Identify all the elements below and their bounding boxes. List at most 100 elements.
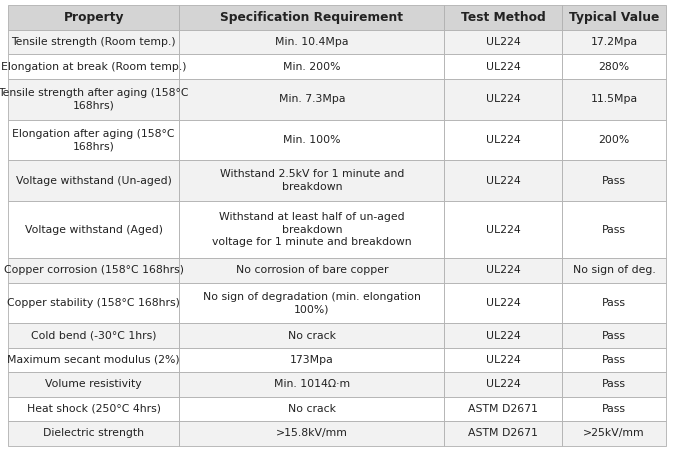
Bar (562, 5, 666, 30)
Text: Voltage withstand (Un-aged): Voltage withstand (Un-aged) (16, 176, 172, 186)
Bar (562, 348, 666, 372)
Text: Maximum secant modulus (2%): Maximum secant modulus (2%) (7, 355, 180, 365)
Text: 17.2Mpa: 17.2Mpa (590, 37, 638, 47)
Bar (8, 120, 179, 160)
Bar (8, 30, 179, 54)
Text: Volume resistivity: Volume resistivity (45, 379, 142, 390)
Bar (8, 372, 179, 397)
Bar (444, 421, 562, 446)
Bar (562, 79, 666, 120)
Bar (8, 397, 179, 421)
Text: UL224: UL224 (486, 37, 520, 47)
Bar (179, 79, 444, 120)
Text: Cold bend (-30°C 1hrs): Cold bend (-30°C 1hrs) (31, 331, 156, 341)
Text: Dielectric strength: Dielectric strength (43, 428, 144, 438)
Bar (562, 283, 666, 323)
Bar (562, 160, 666, 201)
Text: Min. 200%: Min. 200% (283, 61, 340, 72)
Bar (8, 79, 179, 120)
Text: Tensile strength after aging (158°C
168hrs): Tensile strength after aging (158°C 168h… (0, 88, 189, 110)
Bar (179, 120, 444, 160)
Bar (8, 348, 179, 372)
Bar (8, 160, 179, 201)
Text: UL224: UL224 (486, 265, 520, 275)
Bar (8, 258, 179, 283)
Bar (179, 258, 444, 283)
Text: Pass: Pass (602, 355, 626, 365)
Bar (444, 348, 562, 372)
Bar (179, 283, 444, 323)
Text: Test Method: Test Method (461, 11, 545, 24)
Bar (179, 5, 444, 30)
Bar (179, 323, 444, 348)
Bar (562, 323, 666, 348)
Bar (8, 283, 179, 323)
Bar (179, 54, 444, 79)
Bar (444, 120, 562, 160)
Text: Tensile strength (Room temp.): Tensile strength (Room temp.) (11, 37, 176, 47)
Bar (8, 201, 179, 258)
Text: 173Mpa: 173Mpa (290, 355, 334, 365)
Text: UL224: UL224 (486, 61, 520, 72)
Text: UL224: UL224 (486, 135, 520, 145)
Bar (179, 421, 444, 446)
Text: >25kV/mm: >25kV/mm (583, 428, 645, 438)
Text: UL224: UL224 (486, 298, 520, 308)
Text: No crack: No crack (288, 404, 336, 414)
Text: Pass: Pass (602, 176, 626, 186)
Text: UL224: UL224 (486, 94, 520, 104)
Text: Typical Value: Typical Value (569, 11, 659, 24)
Text: No crack: No crack (288, 331, 336, 341)
Text: Withstand at least half of un-aged
breakdown
voltage for 1 minute and breakdown: Withstand at least half of un-aged break… (212, 212, 412, 248)
Text: Min. 10.4Mpa: Min. 10.4Mpa (275, 37, 348, 47)
Bar (562, 54, 666, 79)
Bar (444, 372, 562, 397)
Text: 200%: 200% (599, 135, 630, 145)
Bar (444, 397, 562, 421)
Bar (562, 30, 666, 54)
Text: Copper stability (158°C 168hrs): Copper stability (158°C 168hrs) (7, 298, 180, 308)
Bar (562, 397, 666, 421)
Bar (8, 323, 179, 348)
Text: Min. 1014Ω·m: Min. 1014Ω·m (274, 379, 350, 390)
Text: Pass: Pass (602, 404, 626, 414)
Text: Elongation at break (Room temp.): Elongation at break (Room temp.) (1, 61, 187, 72)
Text: No corrosion of bare copper: No corrosion of bare copper (236, 265, 388, 275)
Bar (444, 54, 562, 79)
Text: UL224: UL224 (486, 331, 520, 341)
Bar (179, 201, 444, 258)
Text: 280%: 280% (599, 61, 630, 72)
Text: Pass: Pass (602, 225, 626, 235)
Bar (444, 201, 562, 258)
Bar (562, 201, 666, 258)
Text: UL224: UL224 (486, 225, 520, 235)
Bar (179, 348, 444, 372)
Text: Heat shock (250°C 4hrs): Heat shock (250°C 4hrs) (27, 404, 160, 414)
Bar (8, 54, 179, 79)
Text: Withstand 2.5kV for 1 minute and
breakdown: Withstand 2.5kV for 1 minute and breakdo… (220, 169, 404, 192)
Bar (8, 5, 179, 30)
Text: UL224: UL224 (486, 379, 520, 390)
Text: Copper corrosion (158°C 168hrs): Copper corrosion (158°C 168hrs) (3, 265, 184, 275)
Bar (444, 283, 562, 323)
Bar (562, 258, 666, 283)
Text: UL224: UL224 (486, 176, 520, 186)
Text: Property: Property (63, 11, 124, 24)
Bar (179, 372, 444, 397)
Text: 11.5Mpa: 11.5Mpa (590, 94, 638, 104)
Bar (444, 79, 562, 120)
Bar (179, 160, 444, 201)
Bar (562, 372, 666, 397)
Text: Voltage withstand (Aged): Voltage withstand (Aged) (25, 225, 162, 235)
Text: No sign of degradation (min. elongation
100%): No sign of degradation (min. elongation … (203, 291, 421, 314)
Bar (444, 160, 562, 201)
Text: Min. 100%: Min. 100% (283, 135, 340, 145)
Bar (444, 5, 562, 30)
Bar (179, 30, 444, 54)
Bar (444, 323, 562, 348)
Bar (562, 120, 666, 160)
Bar (444, 30, 562, 54)
Text: ASTM D2671: ASTM D2671 (468, 404, 538, 414)
Text: Elongation after aging (158°C
168hrs): Elongation after aging (158°C 168hrs) (12, 129, 175, 151)
Text: Min. 7.3Mpa: Min. 7.3Mpa (278, 94, 345, 104)
